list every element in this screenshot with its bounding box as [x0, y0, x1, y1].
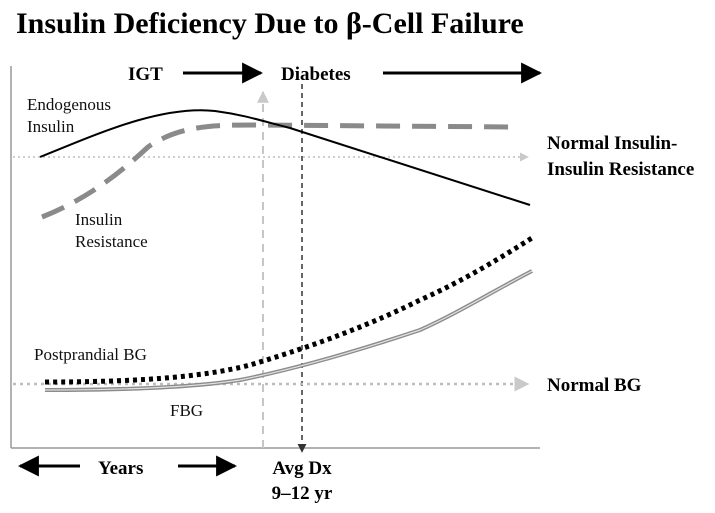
years-label: Years — [98, 458, 143, 479]
avg-dx-label-1: Avg Dx — [272, 458, 332, 479]
endogenous-insulin-curve — [39, 109, 531, 206]
fbg-label: FBG — [170, 401, 203, 420]
fbg-curve-inner — [44, 270, 533, 391]
insulin-resistance-label-2: Resistance — [75, 232, 148, 251]
normal-insulin-label-1: Normal Insulin- — [547, 133, 677, 154]
avg-dx-label-2: 9–12 yr — [272, 483, 333, 504]
insulin-resistance-label-1: Insulin — [75, 210, 123, 229]
igt-label: IGT — [128, 64, 163, 85]
postprandial-bg-curve — [44, 235, 534, 385]
diabetes-label: Diabetes — [281, 64, 351, 85]
normal-bg-label: Normal BG — [547, 375, 642, 396]
insulin-resistance-curve — [41, 122, 516, 220]
endogenous-insulin-label-1: Endogenous — [27, 95, 111, 114]
diagram-title: Insulin Deficiency Due to β-Cell Failure — [16, 7, 524, 40]
fbg-curve-outer — [44, 269, 533, 392]
normal-insulin-label-2: Insulin Resistance — [547, 159, 694, 180]
endogenous-insulin-label-2: Insulin — [27, 117, 75, 136]
postprandial-bg-label: Postprandial BG — [34, 345, 147, 364]
